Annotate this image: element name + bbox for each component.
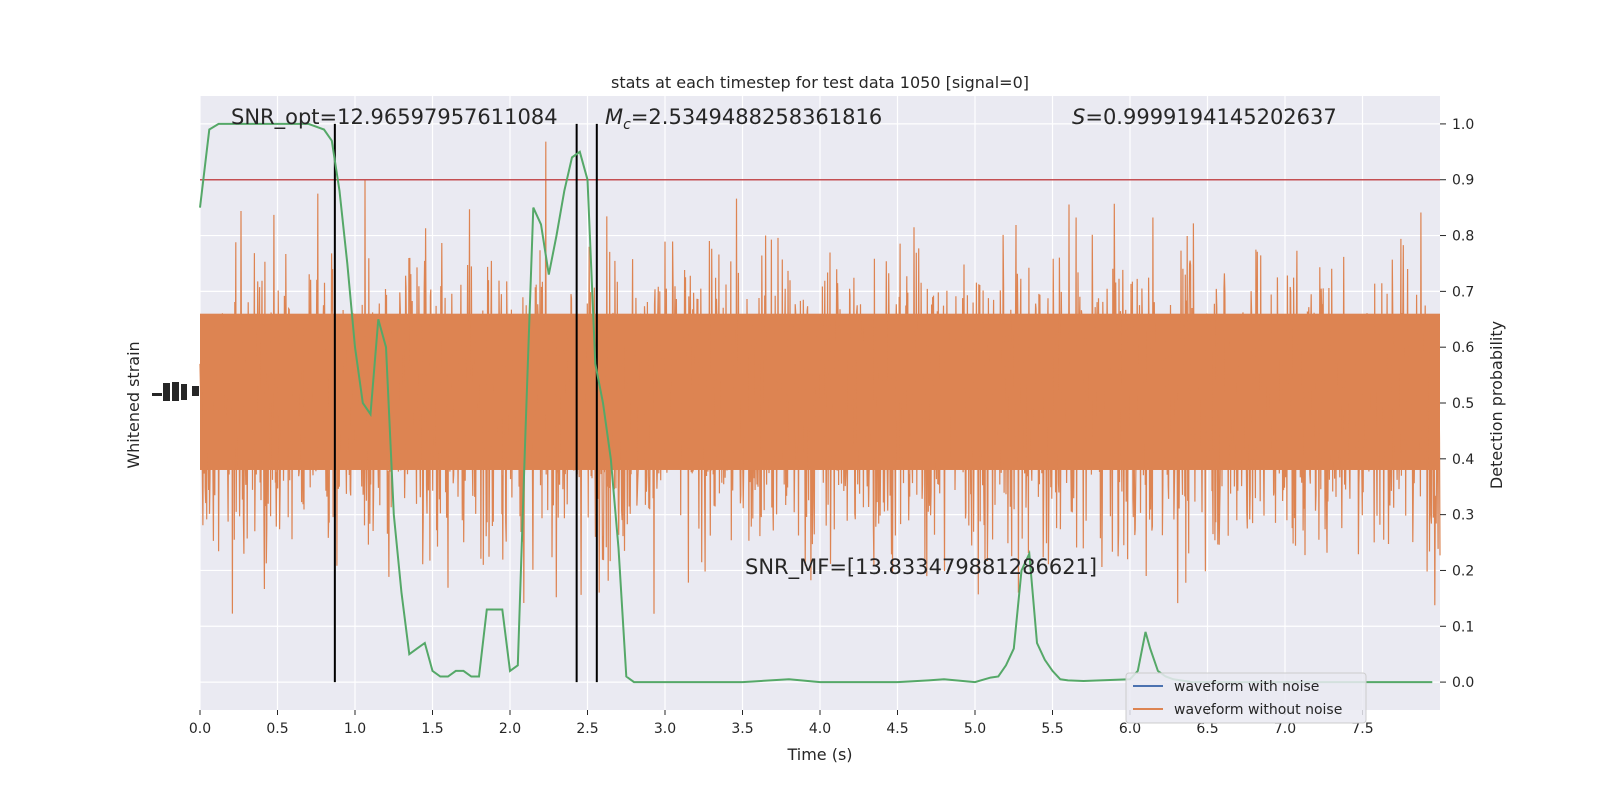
legend: waveform with noise waveform without noi…: [1125, 672, 1367, 724]
y-axis-left-label: Whitened strain: [124, 341, 143, 468]
x-tick-label: 5.0: [964, 721, 986, 737]
y-tick-label: 0.5: [1452, 396, 1474, 412]
legend-label-clean: waveform without noise: [1174, 702, 1342, 718]
y-tick-label: 0.3: [1452, 508, 1474, 524]
x-tick-label: 0.0: [189, 721, 211, 737]
y-tick-label: 0.8: [1452, 229, 1474, 245]
left-axis-glyph: [152, 382, 199, 401]
x-tick-label: 3.0: [654, 721, 676, 737]
y-tick-label: 0.7: [1452, 284, 1474, 300]
y-axis-right-ticks: 0.0 0.1 0.2 0.3 0.4 0.5 0.6 0.7 0.8 0.9 1.0: [1440, 117, 1474, 691]
s-annotation: S=0.9999194145202637: [1072, 105, 1337, 129]
y-tick-label: 0.9: [1452, 173, 1474, 189]
mc-subscript: c: [623, 117, 631, 133]
y-tick-label: 0.6: [1452, 340, 1474, 356]
x-tick-label: 2.0: [499, 721, 521, 737]
legend-box: [1125, 672, 1367, 724]
mc-symbol: M: [605, 105, 623, 129]
x-tick-label: 7.0: [1274, 721, 1296, 737]
y-tick-label: 0.2: [1452, 563, 1474, 579]
x-tick-label: 1.0: [344, 721, 366, 737]
snr-opt-annotation: SNR_opt=12.96597957611084: [231, 105, 558, 130]
strain-noise-path: [199, 141, 1441, 614]
x-tick-label: 6.0: [1119, 721, 1141, 737]
s-value: =0.9999194145202637: [1085, 105, 1336, 129]
legend-label-noise: waveform with noise: [1174, 679, 1319, 695]
mc-annotation: Mc=2.5349488258361816: [605, 105, 882, 133]
s-symbol: S: [1072, 105, 1085, 129]
y-tick-label: 0.4: [1452, 452, 1474, 468]
mc-value: =2.5349488258361816: [631, 105, 882, 129]
x-tick-label: 5.5: [1041, 721, 1063, 737]
strain-trace: [199, 141, 1441, 614]
x-tick-label: 1.5: [421, 721, 443, 737]
x-tick-label: 0.5: [266, 721, 288, 737]
y-tick-label: 0.1: [1452, 619, 1474, 635]
x-axis-label: Time (s): [786, 745, 852, 764]
vertical-markers: [333, 123, 598, 683]
snr-mf-annotation: SNR_MF=[13.833479881286621]: [745, 555, 1097, 580]
x-tick-label: 2.5: [576, 721, 598, 737]
x-tick-label: 3.5: [731, 721, 753, 737]
x-axis-ticks: 0.0 0.5 1.0 1.5 2.0 2.5 3.0 3.5 4.0 4.5 5.0 5.5 6.0 6…: [189, 710, 1374, 737]
x-tick-label: 7.5: [1351, 721, 1373, 737]
y-tick-label: 1.0: [1452, 117, 1474, 133]
x-tick-label: 6.5: [1196, 721, 1218, 737]
x-tick-label: 4.5: [886, 721, 908, 737]
chart-title: stats at each timestep for test data 105…: [611, 73, 1029, 92]
y-axis-right-label: Detection probability: [1487, 321, 1506, 489]
x-tick-label: 4.0: [809, 721, 831, 737]
y-tick-label: 0.0: [1452, 675, 1474, 691]
